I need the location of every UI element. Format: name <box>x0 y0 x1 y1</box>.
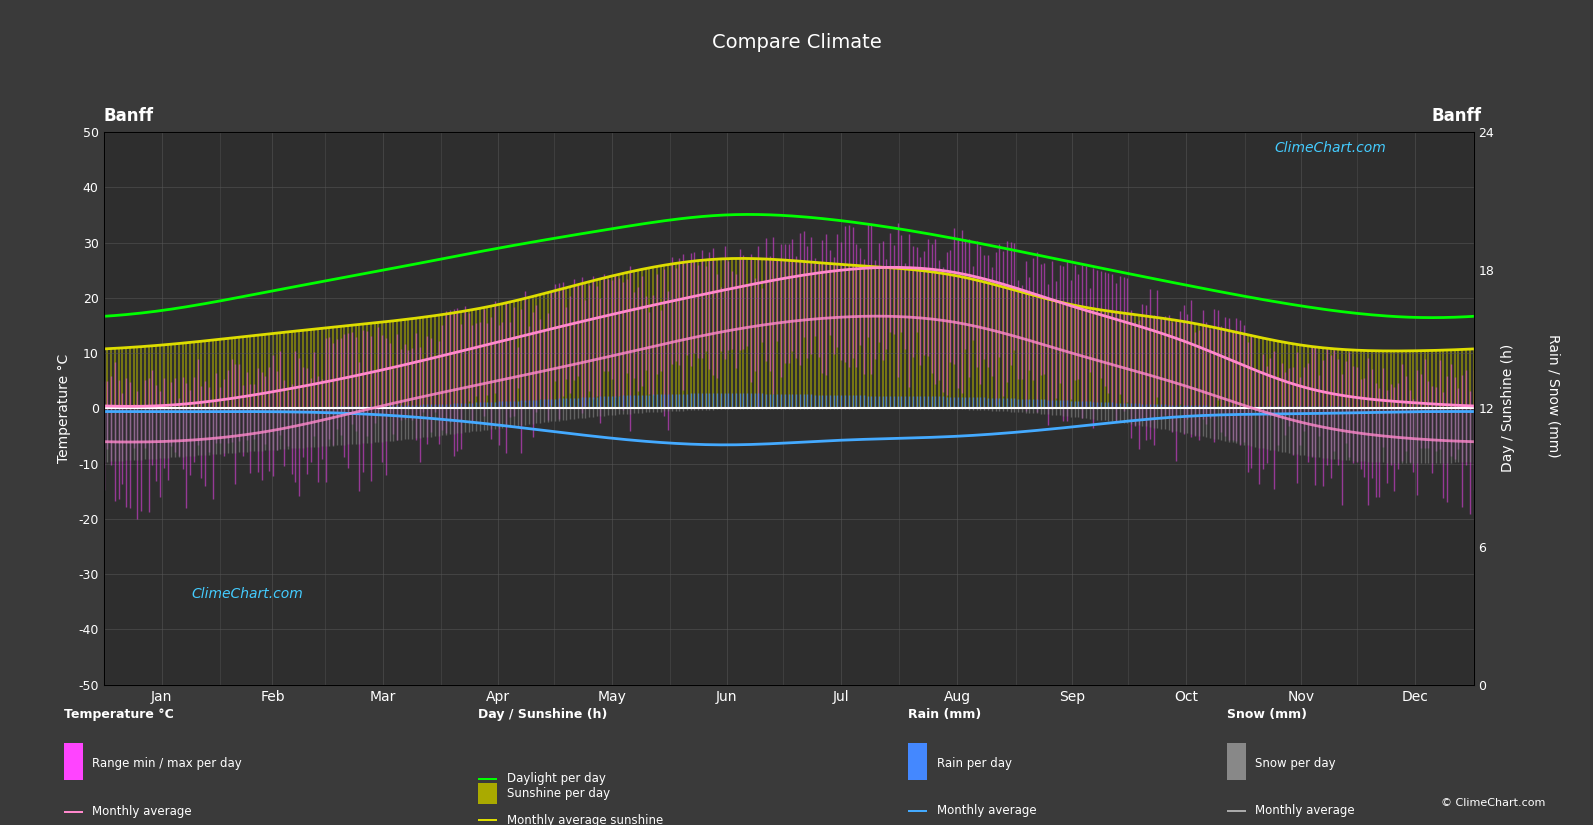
Text: Banff: Banff <box>1432 107 1481 125</box>
Text: Daylight per day: Daylight per day <box>507 772 605 785</box>
Text: Rain per day: Rain per day <box>937 757 1012 770</box>
Text: Monthly average: Monthly average <box>1255 804 1356 818</box>
Y-axis label: Day / Sunshine (h): Day / Sunshine (h) <box>1501 344 1515 473</box>
Text: Monthly average sunshine: Monthly average sunshine <box>507 813 663 825</box>
Text: ClimeChart.com: ClimeChart.com <box>1274 142 1386 155</box>
Text: Monthly average: Monthly average <box>937 804 1037 818</box>
Text: Snow (mm): Snow (mm) <box>1227 708 1306 721</box>
Text: Temperature °C: Temperature °C <box>64 708 174 721</box>
Text: Day / Sunshine (h): Day / Sunshine (h) <box>478 708 607 721</box>
Text: Banff: Banff <box>104 107 153 125</box>
Text: Rain / Snow (mm): Rain / Snow (mm) <box>1547 334 1560 458</box>
Text: © ClimeChart.com: © ClimeChart.com <box>1440 799 1545 808</box>
Text: ClimeChart.com: ClimeChart.com <box>191 587 303 601</box>
Text: Sunshine per day: Sunshine per day <box>507 787 610 800</box>
Text: Compare Climate: Compare Climate <box>712 33 881 52</box>
Text: Rain (mm): Rain (mm) <box>908 708 981 721</box>
Text: Range min / max per day: Range min / max per day <box>92 757 242 770</box>
Text: Monthly average: Monthly average <box>92 805 193 818</box>
Y-axis label: Temperature °C: Temperature °C <box>57 354 72 463</box>
Text: Snow per day: Snow per day <box>1255 757 1337 770</box>
